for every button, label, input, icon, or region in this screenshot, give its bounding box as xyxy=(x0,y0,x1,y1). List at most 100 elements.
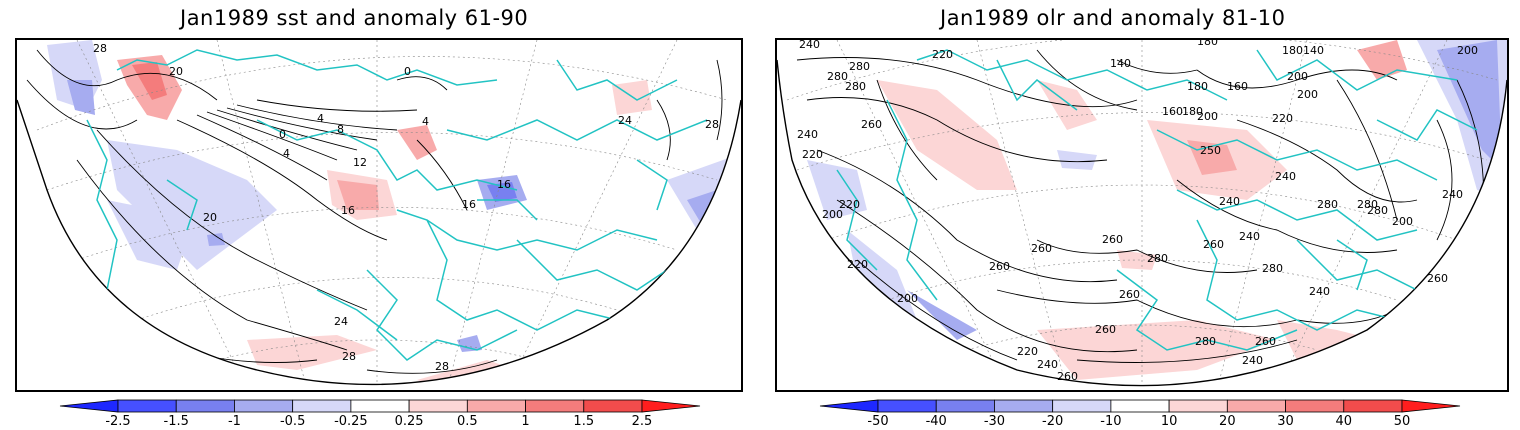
contour-label: 220 xyxy=(847,258,868,271)
contour-label: 280 xyxy=(1317,198,1338,211)
olr-contours xyxy=(796,49,1485,363)
olr-colorbar-segment xyxy=(1343,399,1403,413)
contour-label: 16 xyxy=(462,198,476,211)
olr-anomaly-shading xyxy=(807,40,1507,380)
contour-label: 200 xyxy=(1287,70,1308,83)
contour-label: 260 xyxy=(1031,242,1052,255)
olr-colorbar-tick-label: 20 xyxy=(1219,414,1236,429)
olr-colorbar-segment xyxy=(1168,399,1228,413)
contour-label: 12 xyxy=(353,156,367,169)
olr-colorbar-tick-label: 10 xyxy=(1161,414,1178,429)
contour-label: 260 xyxy=(1102,233,1123,246)
contour-label: 240 xyxy=(799,40,820,51)
contour-label: 16 xyxy=(497,178,511,191)
olr-contour-labels: 240 220 280 280 280 260 240 220 200 220 … xyxy=(797,40,1478,383)
sst-colorbar-tick-label: 0.5 xyxy=(457,414,478,429)
olr-colorbar-segment xyxy=(877,399,937,413)
contour-label: 240 xyxy=(1037,358,1058,371)
olr-anomaly-map: 240 220 280 280 280 260 240 220 200 220 … xyxy=(775,38,1509,392)
sst-colorbar-tick-label: -1 xyxy=(228,414,241,429)
olr-colorbar-segment xyxy=(1052,399,1112,413)
contour-label: 160 xyxy=(1227,80,1248,93)
olr-colorbar-segment xyxy=(819,399,879,413)
contour-label: 260 xyxy=(1255,335,1276,348)
contour-label: 28 xyxy=(705,118,719,131)
contour-label: 260 xyxy=(1119,288,1140,301)
contour-label: 280 xyxy=(1147,252,1168,265)
contour-label: 160 xyxy=(1162,105,1183,118)
contour-label: 260 xyxy=(1057,370,1078,383)
sst-colorbar-svg: -2.5 -1.5 -1 -0.5 -0.25 0.25 0.5 1 1.5 2.5 xyxy=(59,399,701,429)
contour-label: 280 xyxy=(1262,262,1283,275)
contour-label: 260 xyxy=(1095,323,1116,336)
contour-label: 180 xyxy=(1187,80,1208,93)
contour-label: 280 xyxy=(849,60,870,73)
olr-colorbar-segment xyxy=(1285,399,1345,413)
olr-colorbar-tick-label: 50 xyxy=(1394,414,1411,429)
contour-label: 16 xyxy=(341,204,355,217)
contour-label: 220 xyxy=(839,198,860,211)
sst-colorbar-segment xyxy=(59,399,119,413)
olr-colorbar-tick-label: 40 xyxy=(1336,414,1353,429)
sst-colorbar-segment xyxy=(583,399,643,413)
olr-colorbar: -50 -40 -30 -20 -10 10 20 30 40 50 xyxy=(815,398,1465,429)
sst-colorbar-tick-label: -0.5 xyxy=(280,414,305,429)
sst-colorbar-segment xyxy=(234,399,294,413)
contour-label: 260 xyxy=(989,260,1010,273)
contour-label: 0 xyxy=(279,128,286,141)
sst-colorbar-segment xyxy=(292,399,352,413)
olr-colorbar-tick-label: -20 xyxy=(1042,414,1063,429)
contour-label: 20 xyxy=(169,65,183,78)
contour-label: 200 xyxy=(897,292,918,305)
left-panel-title: Jan1989 sst and anomaly 61-90 xyxy=(180,6,529,30)
olr-colorbar-segment xyxy=(994,399,1054,413)
olr-colorbar-tick-label: -40 xyxy=(926,414,947,429)
contour-label: 28 xyxy=(93,42,107,55)
sst-colorbar: -2.5 -1.5 -1 -0.5 -0.25 0.25 0.5 1 1.5 2.5 xyxy=(55,398,705,429)
olr-colorbar-tick-label: 30 xyxy=(1277,414,1294,429)
sst-colorbar-segment xyxy=(350,399,410,413)
contour-label: 24 xyxy=(334,315,348,328)
contour-label: 280 xyxy=(1357,198,1378,211)
contour-label: 220 xyxy=(1017,345,1038,358)
sst-anomaly-map: 28 20 0 4 8 12 16 4 20 16 24 28 28 24 28… xyxy=(15,38,743,392)
contour-label: 240 xyxy=(1242,354,1263,367)
sst-colorbar-tick-label: 0.25 xyxy=(395,414,424,429)
contour-label: 280 xyxy=(845,80,866,93)
olr-colorbar-segment xyxy=(1110,399,1170,413)
contour-label: 250 xyxy=(1200,144,1221,157)
contour-label: 280 xyxy=(1367,204,1388,217)
contour-label: 260 xyxy=(1203,238,1224,251)
sst-contour-labels: 28 20 0 4 8 12 16 4 20 16 24 28 28 24 28… xyxy=(93,42,719,373)
olr-colorbar-tick-label: -10 xyxy=(1100,414,1121,429)
contour-label: 200 xyxy=(1457,44,1478,57)
contour-label: 220 xyxy=(932,48,953,61)
contour-label: 240 xyxy=(1442,188,1463,201)
sst-anomaly-shading xyxy=(47,40,741,385)
sst-colorbar-segment xyxy=(525,399,585,413)
contour-label: 280 xyxy=(1195,335,1216,348)
contour-label: 180140 xyxy=(1282,44,1324,57)
contour-label: 200 xyxy=(822,208,843,221)
contour-label: 240 xyxy=(1219,195,1240,208)
olr-colorbar-segment xyxy=(1226,399,1286,413)
contour-label: 140 xyxy=(1110,57,1131,70)
sst-contours xyxy=(26,49,723,374)
contour-label: 280 xyxy=(827,70,848,83)
sst-colorbar-segment xyxy=(408,399,468,413)
right-panel-title: Jan1989 olr and anomaly 81-10 xyxy=(940,6,1286,30)
contour-label: 220 xyxy=(1272,112,1293,125)
contour-label: 4 xyxy=(422,115,429,128)
sst-colorbar-tick-label: -0.25 xyxy=(334,414,368,429)
contour-label: 260 xyxy=(861,118,882,131)
contour-label: 260 xyxy=(1427,272,1448,285)
contour-label: 28 xyxy=(435,360,449,373)
olr-colorbar-svg: -50 -40 -30 -20 -10 10 20 30 40 50 xyxy=(819,399,1461,429)
sst-colorbar-segment xyxy=(117,399,177,413)
sst-colorbar-tick-label: -1.5 xyxy=(164,414,189,429)
sst-colorbar-tick-label: 2.5 xyxy=(632,414,653,429)
sst-colorbar-tick-label: 1.5 xyxy=(573,414,594,429)
contour-label: 180 xyxy=(1197,40,1218,48)
contour-label: 4 xyxy=(317,112,324,125)
contour-label: 20 xyxy=(203,211,217,224)
